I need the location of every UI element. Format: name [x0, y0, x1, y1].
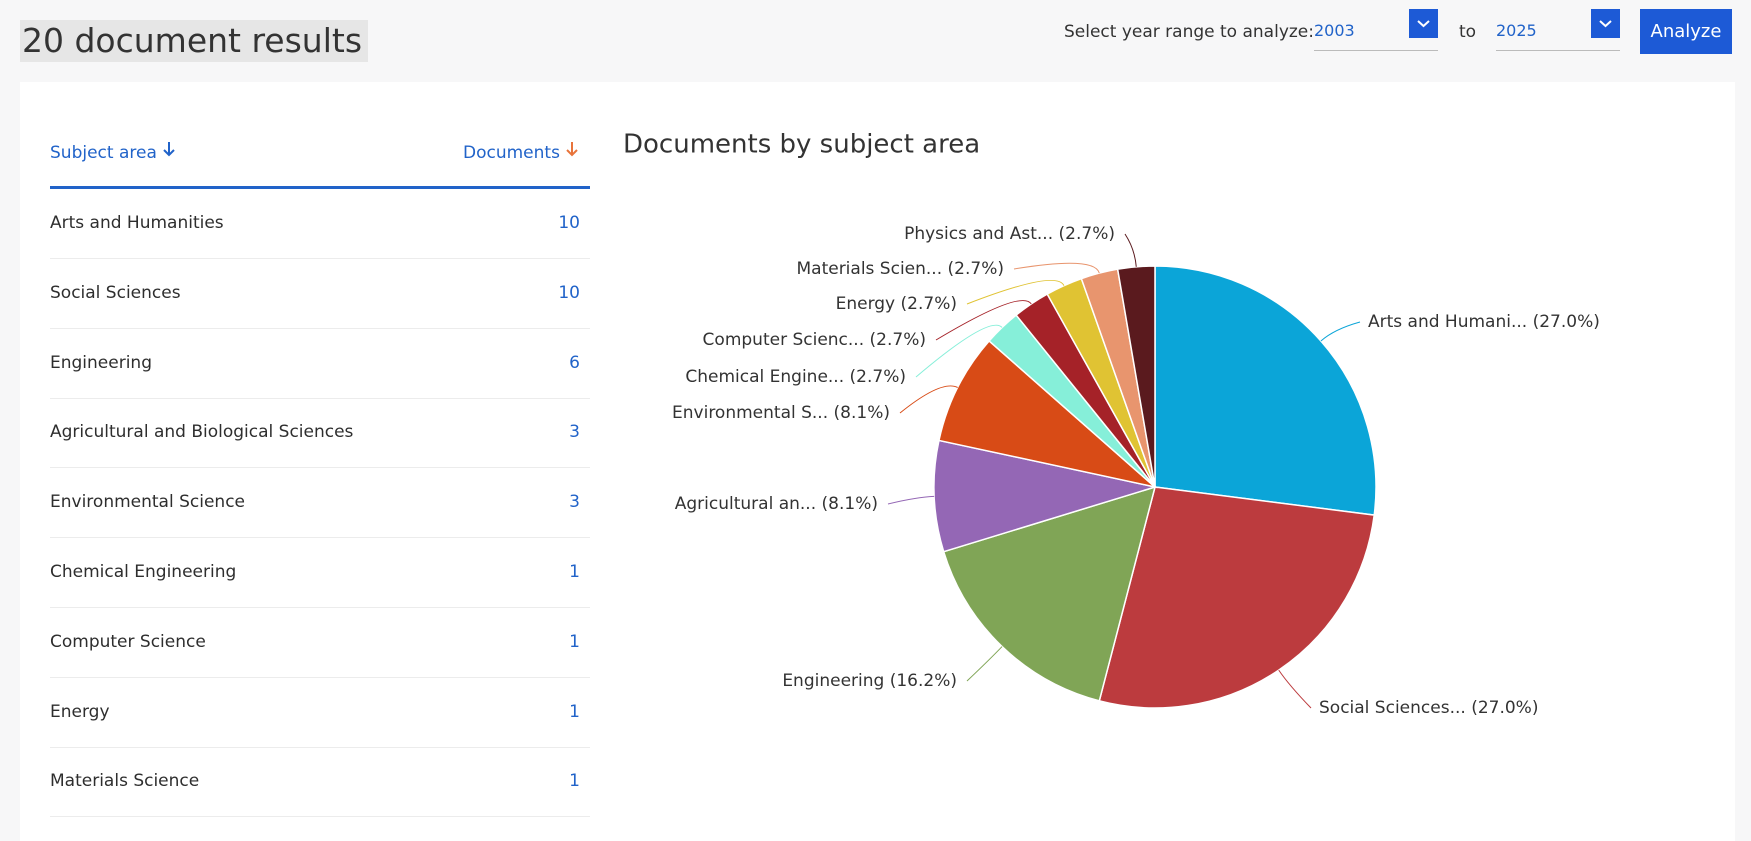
- slice-category: Social Sciences...: [1319, 698, 1466, 718]
- document-count[interactable]: 1: [569, 631, 580, 652]
- analyze-button[interactable]: Analyze: [1640, 9, 1732, 54]
- table-row: Computer Science 1: [50, 608, 590, 678]
- subject-area: Chemical Engineering: [50, 562, 237, 582]
- leader-line: [915, 324, 1003, 378]
- table-row: Engineering 6: [50, 329, 590, 399]
- leader-line: [1278, 669, 1312, 709]
- slice-percent: (2.7%): [850, 367, 906, 387]
- pie-slice: [1098, 486, 1376, 709]
- slice-label: Physics and Ast... (2.7%): [904, 224, 1115, 244]
- leader-line: [935, 300, 1032, 341]
- document-count[interactable]: 3: [569, 492, 580, 513]
- range-label: Select year range to analyze:: [1064, 22, 1314, 42]
- to-label: to: [1459, 22, 1477, 42]
- slice-percent: (2.7%): [870, 330, 926, 350]
- slice-label: Materials Scien... (2.7%): [796, 259, 1004, 279]
- slice-category: Engineering: [782, 671, 884, 691]
- leader-line: [899, 385, 958, 414]
- slice-percent: (27.0%): [1471, 698, 1538, 718]
- document-count[interactable]: 3: [569, 422, 580, 443]
- document-count[interactable]: 10: [558, 282, 580, 303]
- subject-area: Arts and Humanities: [50, 213, 224, 233]
- subject-area: Energy: [50, 701, 110, 722]
- slice-category: Chemical Engine...: [685, 367, 844, 387]
- slice-category: Energy: [836, 294, 896, 314]
- slice-percent: (2.7%): [1059, 224, 1115, 244]
- document-count[interactable]: 10: [558, 213, 580, 233]
- subject-area: Engineering: [50, 352, 152, 373]
- header-rule: [50, 186, 590, 189]
- sort-icon: [566, 142, 579, 157]
- slice-category: Physics and Ast...: [904, 224, 1053, 244]
- table-row: Arts and Humanities 10: [50, 189, 590, 259]
- slice-label: Agricultural an... (8.1%): [675, 494, 878, 514]
- table-row: Social Sciences 10: [50, 259, 590, 329]
- column-label: Documents: [463, 143, 560, 163]
- slice-percent: (2.7%): [948, 259, 1004, 279]
- table-row: Environmental Science 3: [50, 468, 590, 539]
- dropdown-button[interactable]: [1591, 9, 1620, 38]
- subject-area: Computer Science: [50, 631, 206, 652]
- subject-area: Materials Science: [50, 771, 200, 792]
- subject-area: Social Sciences: [50, 282, 181, 303]
- slice-percent: (16.2%): [890, 671, 957, 691]
- slice-category: Materials Scien...: [796, 259, 942, 279]
- dropdown-button[interactable]: [1409, 9, 1438, 38]
- column-header[interactable]: Subject area: [50, 140, 176, 163]
- leader-line: [1124, 233, 1137, 267]
- to-year-select[interactable]: 2025: [1496, 16, 1620, 51]
- slice-label: Computer Scienc... (2.7%): [703, 330, 926, 350]
- subject-area: Agricultural and Biological Sciences: [50, 422, 354, 443]
- slice-label: Energy (2.7%): [836, 294, 957, 314]
- slice-percent: (8.1%): [834, 403, 890, 423]
- results-title: 20 document results: [20, 20, 369, 62]
- chart-title: Documents by subject area: [623, 130, 980, 160]
- table-row: Agricultural and Biological Sciences 3: [50, 398, 590, 469]
- slice-label: Arts and Humani... (27.0%): [1368, 312, 1600, 332]
- slice-category: Agricultural an...: [675, 494, 816, 514]
- slice-label: Social Sciences... (27.0%): [1319, 698, 1538, 718]
- slice-label: Environmental S... (8.1%): [672, 403, 890, 423]
- panel: [20, 82, 1735, 841]
- subject-area: Environmental Science: [50, 492, 245, 513]
- slice-label: Chemical Engine... (2.7%): [685, 367, 906, 387]
- slice-category: Computer Scienc...: [703, 330, 865, 350]
- document-count[interactable]: 1: [569, 771, 580, 792]
- document-count[interactable]: 1: [569, 562, 580, 582]
- pie-slice: [942, 485, 1157, 702]
- table-row: Materials Science 1: [50, 747, 590, 818]
- column-label: Subject area: [50, 143, 157, 163]
- slice-label: Engineering (16.2%): [782, 671, 957, 691]
- leader-line: [887, 495, 935, 505]
- slice-percent: (27.0%): [1533, 312, 1600, 332]
- leader-line: [1013, 262, 1100, 274]
- column-header[interactable]: Documents: [463, 140, 579, 163]
- slice-category: Environmental S...: [672, 403, 828, 423]
- document-count[interactable]: 1: [569, 701, 580, 722]
- from-year-select[interactable]: 2003: [1314, 16, 1438, 51]
- table-row: Energy 1: [50, 678, 590, 748]
- leader-line: [1320, 321, 1361, 342]
- table-row: Chemical Engineering 1: [50, 538, 590, 608]
- sort-icon: [163, 142, 175, 157]
- leader-line: [966, 646, 1003, 682]
- slice-category: Arts and Humani...: [1368, 312, 1527, 332]
- leader-line: [966, 279, 1065, 305]
- slice-percent: (8.1%): [822, 494, 878, 514]
- document-count[interactable]: 6: [569, 352, 580, 373]
- pie-slice: [1154, 265, 1377, 516]
- slice-percent: (2.7%): [901, 294, 957, 314]
